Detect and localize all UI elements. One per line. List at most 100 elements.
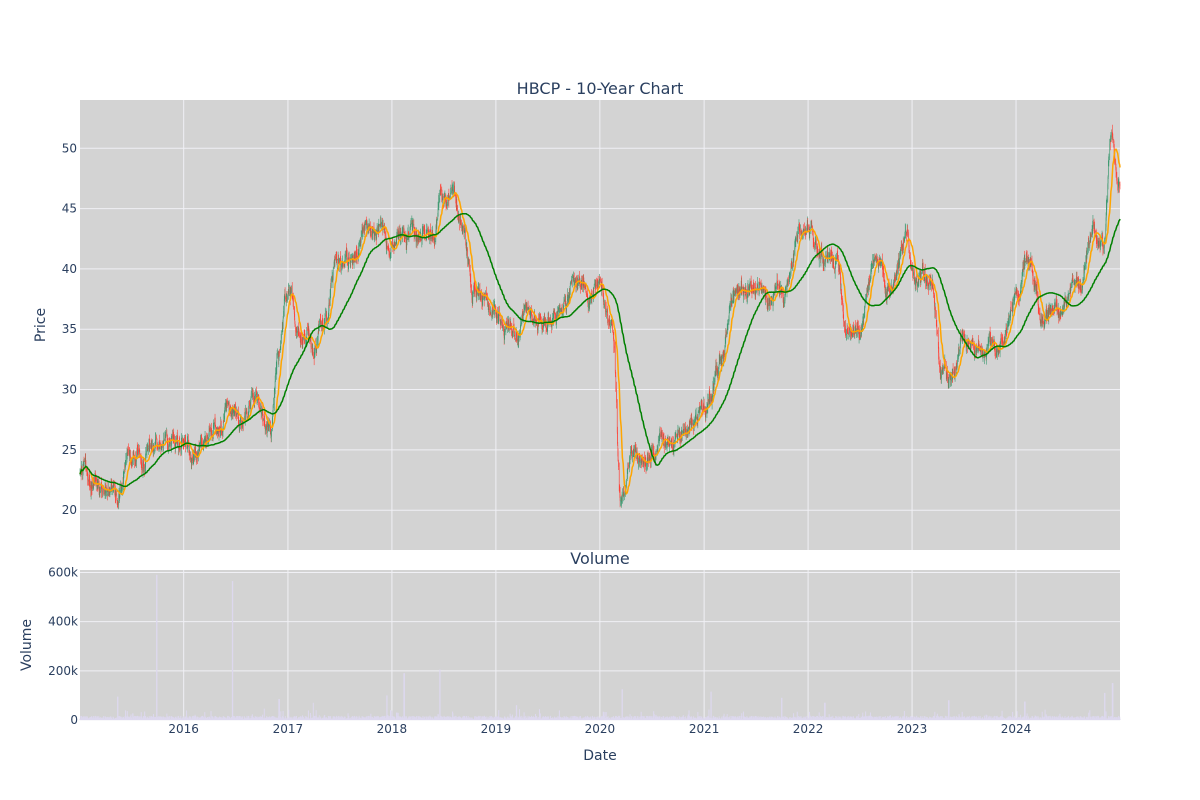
candle-body [396, 232, 398, 235]
date-tick-label: 2021 [689, 722, 720, 736]
candle-body [560, 308, 561, 310]
candle-body [83, 465, 84, 467]
candle-body [446, 204, 448, 206]
candle-body [502, 326, 504, 328]
candle-body [316, 340, 318, 344]
candle-body [188, 443, 190, 449]
candle-body [1006, 327, 1008, 332]
candle-body [514, 331, 515, 336]
candle-body [864, 308, 866, 313]
candle-body [755, 293, 757, 295]
candle-body [269, 423, 270, 427]
candle-body [305, 339, 306, 342]
candle-body [237, 412, 238, 414]
candle-body [227, 402, 228, 404]
candle-body [812, 234, 814, 241]
candle-body [129, 456, 131, 459]
candle-body [161, 445, 163, 448]
candle-body [155, 437, 157, 440]
candle-body [434, 241, 436, 242]
candle-body [394, 243, 396, 246]
candle-body [356, 252, 358, 258]
candle-body [380, 222, 382, 224]
candle-body [191, 457, 192, 465]
candle-body [516, 334, 517, 339]
candle-body [414, 234, 416, 236]
candle-body [257, 396, 258, 397]
candle-body [465, 227, 466, 239]
price-tick-label: 40 [62, 262, 77, 276]
candle-body [923, 273, 924, 278]
candle-body [641, 459, 643, 464]
candle-body [556, 314, 557, 321]
candle-body [992, 345, 994, 347]
candle-body [544, 318, 545, 322]
candle-body [91, 484, 93, 489]
candle-body [800, 230, 802, 235]
candle-body [920, 272, 922, 279]
candle-body [1048, 307, 1050, 313]
candle-body [329, 295, 331, 307]
candle-body [967, 341, 968, 347]
candle-body [749, 281, 751, 286]
candle-body [785, 285, 787, 287]
candle-body [236, 414, 238, 416]
candle-body [324, 313, 326, 319]
candle-body [839, 269, 841, 274]
candle-body [353, 260, 355, 263]
candle-body [360, 236, 362, 241]
candle-body [422, 226, 424, 232]
candle-body [272, 416, 273, 425]
candle-body [835, 260, 837, 264]
candle-body [145, 453, 147, 461]
candle-body [467, 248, 468, 261]
candle-body [79, 474, 81, 475]
candle-body [813, 242, 815, 246]
candle-body [879, 259, 880, 260]
candle-body [600, 282, 602, 289]
candle-body [350, 260, 352, 262]
candle-body [1008, 315, 1010, 320]
candle-body [709, 397, 711, 402]
candle-body [794, 245, 796, 250]
candle-body [282, 318, 284, 327]
candle-body [420, 236, 422, 241]
candle-body [104, 488, 106, 493]
candle-body [281, 334, 282, 339]
candle-body [149, 442, 151, 448]
candle-body [388, 248, 390, 252]
candle-body [705, 411, 707, 413]
candle-body [452, 189, 454, 194]
candle-body [651, 446, 653, 450]
candle-body [871, 263, 872, 267]
candle-body [306, 329, 308, 334]
candle-body [382, 222, 383, 227]
candle-body [196, 452, 198, 455]
candle-body [507, 322, 508, 327]
candle-body [655, 453, 657, 460]
candle-body [270, 433, 272, 435]
candle-body [348, 255, 350, 260]
candle-body [440, 188, 442, 192]
candle-body [988, 333, 990, 339]
candle-body [344, 257, 346, 262]
candle-body [657, 441, 659, 445]
candle-body [559, 304, 561, 310]
candle-body [384, 230, 386, 236]
candle-body [83, 461, 85, 462]
candle-body [982, 352, 984, 354]
candle-body [622, 494, 623, 497]
candle-body [1000, 338, 1002, 340]
candle-body [520, 327, 521, 333]
candle-body [561, 308, 563, 314]
candle-body [883, 272, 884, 279]
candle-body [701, 403, 703, 410]
candle-body [1032, 278, 1034, 281]
candle-body [696, 418, 698, 422]
candle-body [661, 435, 663, 436]
candle-body [319, 320, 321, 322]
candle-body [1025, 258, 1027, 263]
candle-body [195, 447, 196, 454]
candle-body [1002, 342, 1004, 346]
candle-body [184, 440, 185, 445]
